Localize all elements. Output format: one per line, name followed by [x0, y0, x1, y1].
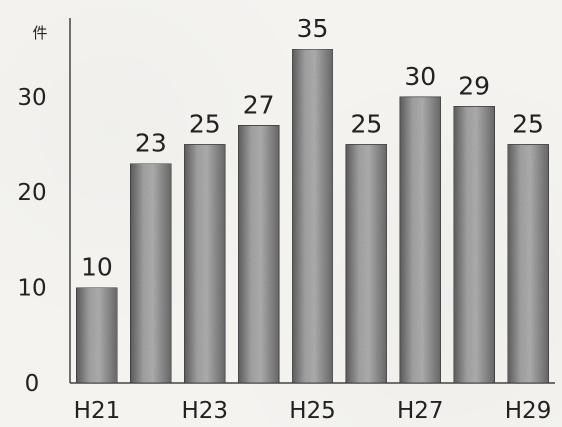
data-label-H22: 23 — [135, 129, 167, 158]
bar-H22 — [129, 163, 172, 384]
bars — [76, 48, 549, 384]
bar-H25 — [291, 48, 334, 384]
data-label-H23: 25 — [189, 109, 221, 138]
data-label-H26: 25 — [350, 109, 382, 138]
data-labels: 10 23 25 27 35 25 30 29 25 — [81, 14, 544, 282]
bar-H21 — [76, 287, 118, 384]
category-labels: H21 H23 H25 H27 H29 — [74, 398, 552, 424]
bar-H26 — [345, 144, 388, 384]
data-label-H27: 30 — [404, 62, 436, 91]
category-label-H25: H25 — [289, 398, 336, 424]
y-tick-labels: 0 10 20 30 — [17, 85, 46, 397]
data-label-H25: 35 — [297, 14, 329, 43]
data-label-H28: 29 — [458, 71, 490, 100]
bar-H27 — [399, 96, 442, 384]
y-tick-label: 0 — [25, 371, 40, 397]
data-label-H29: 25 — [512, 109, 544, 138]
bar-H23 — [183, 144, 226, 384]
y-tick-label: 10 — [17, 276, 46, 302]
y-unit-label: 件 — [32, 24, 47, 42]
bar-H28 — [453, 105, 496, 384]
bar-H24 — [237, 125, 280, 384]
category-label-H23: H23 — [181, 398, 228, 424]
category-label-H27: H27 — [397, 398, 444, 424]
bar-H29 — [507, 144, 549, 384]
category-label-H21: H21 — [74, 398, 121, 424]
y-tick-label: 20 — [17, 180, 46, 206]
data-label-H21: 10 — [81, 253, 113, 282]
y-tick-label: 30 — [17, 85, 46, 111]
category-label-H29: H29 — [505, 398, 552, 424]
data-label-H24: 27 — [243, 90, 275, 119]
